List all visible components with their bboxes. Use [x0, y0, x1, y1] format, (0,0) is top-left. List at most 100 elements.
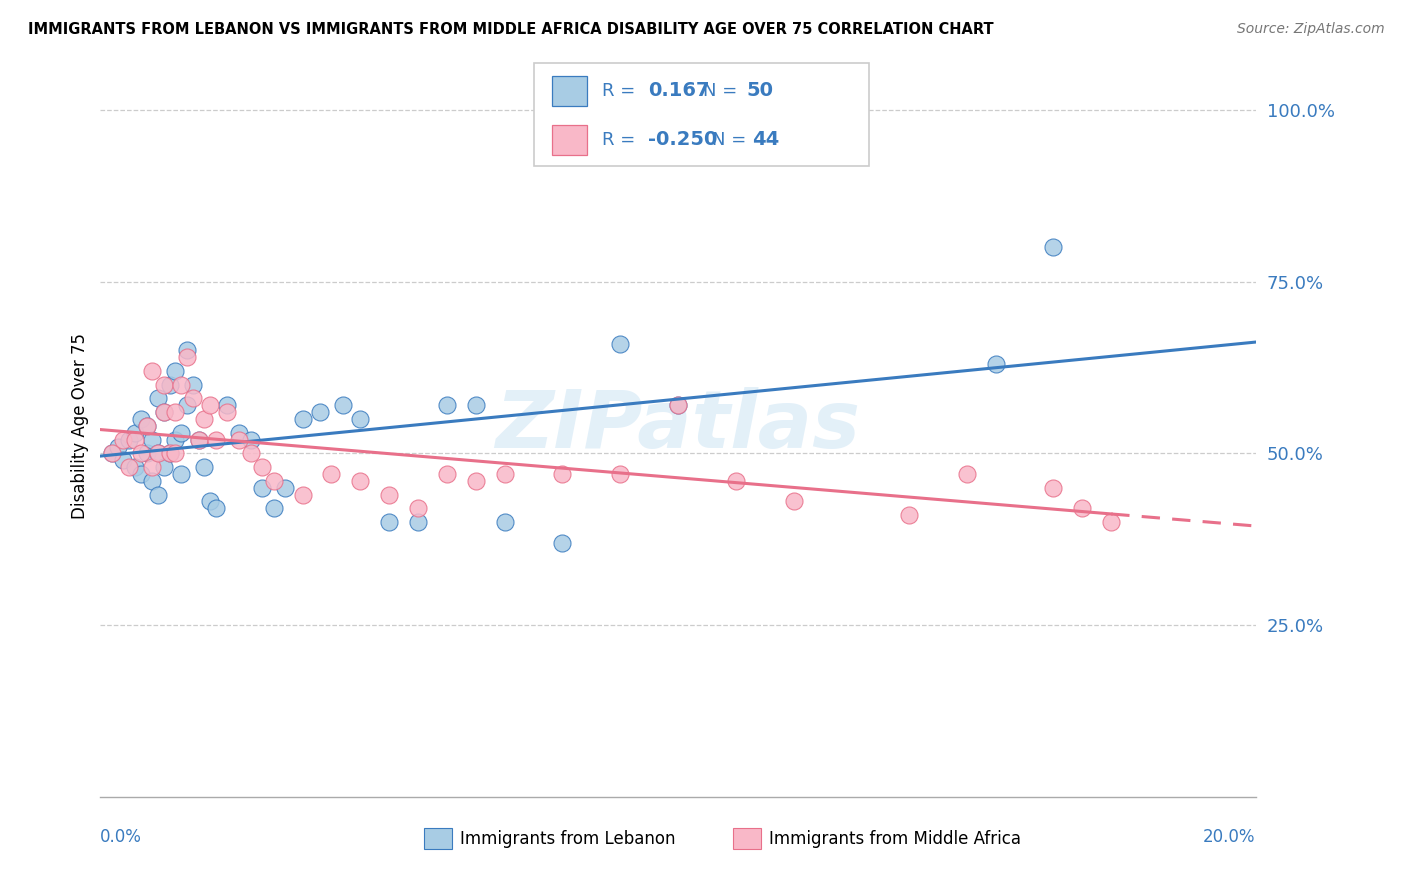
Point	[198, 398, 221, 412]
Point	[176, 351, 198, 365]
Point	[406, 515, 429, 529]
Point	[165, 446, 187, 460]
Point	[205, 501, 228, 516]
Point	[250, 481, 273, 495]
Text: Immigrants from Middle Africa: Immigrants from Middle Africa	[769, 830, 1021, 847]
Point	[666, 398, 689, 412]
Point	[332, 398, 354, 412]
Text: N =: N =	[703, 82, 738, 100]
Text: IMMIGRANTS FROM LEBANON VS IMMIGRANTS FROM MIDDLE AFRICA DISABILITY AGE OVER 75 : IMMIGRANTS FROM LEBANON VS IMMIGRANTS FR…	[28, 22, 994, 37]
Point	[112, 453, 135, 467]
Point	[464, 398, 486, 412]
Point	[1042, 240, 1064, 254]
Point	[349, 412, 371, 426]
Text: 20.0%: 20.0%	[1204, 828, 1256, 846]
Point	[239, 433, 262, 447]
Point	[129, 446, 152, 460]
Point	[176, 343, 198, 358]
Point	[112, 433, 135, 447]
Point	[141, 364, 163, 378]
Point	[228, 433, 250, 447]
Point	[436, 398, 458, 412]
Point	[181, 392, 204, 406]
Point	[666, 398, 689, 412]
Point	[170, 467, 193, 481]
Point	[898, 508, 921, 523]
Point	[135, 446, 157, 460]
Point	[308, 405, 330, 419]
FancyBboxPatch shape	[534, 62, 869, 167]
Point	[250, 460, 273, 475]
Point	[1071, 501, 1094, 516]
Point	[107, 440, 129, 454]
Text: Source: ZipAtlas.com: Source: ZipAtlas.com	[1237, 22, 1385, 37]
Point	[187, 433, 209, 447]
Text: Immigrants from Lebanon: Immigrants from Lebanon	[460, 830, 675, 847]
Point	[187, 433, 209, 447]
Point	[291, 487, 314, 501]
Point	[494, 467, 516, 481]
Point	[291, 412, 314, 426]
Text: R =: R =	[602, 82, 636, 100]
Point	[146, 392, 169, 406]
Point	[129, 412, 152, 426]
Point	[170, 425, 193, 440]
Text: 0.0%: 0.0%	[100, 828, 142, 846]
Point	[124, 460, 146, 475]
Point	[349, 474, 371, 488]
Point	[165, 405, 187, 419]
Point	[141, 433, 163, 447]
Point	[118, 433, 141, 447]
Point	[274, 481, 297, 495]
Point	[176, 398, 198, 412]
Point	[135, 419, 157, 434]
Point	[551, 467, 574, 481]
Point	[494, 515, 516, 529]
Point	[141, 460, 163, 475]
Point	[609, 467, 631, 481]
Point	[101, 446, 124, 460]
Point	[217, 405, 239, 419]
Point	[101, 446, 124, 460]
Point	[141, 474, 163, 488]
Point	[153, 460, 176, 475]
Point	[228, 425, 250, 440]
Point	[165, 364, 187, 378]
Point	[170, 377, 193, 392]
Point	[263, 501, 285, 516]
Y-axis label: Disability Age Over 75: Disability Age Over 75	[72, 333, 89, 519]
Point	[146, 487, 169, 501]
Point	[406, 501, 429, 516]
Point	[609, 336, 631, 351]
Point	[193, 412, 215, 426]
Text: N =: N =	[711, 131, 745, 149]
FancyBboxPatch shape	[553, 76, 586, 105]
Point	[153, 405, 176, 419]
Point	[378, 515, 401, 529]
Point	[165, 433, 187, 447]
Point	[159, 377, 181, 392]
Text: -0.250: -0.250	[648, 130, 717, 149]
Text: 0.167: 0.167	[648, 81, 710, 100]
Point	[378, 487, 401, 501]
Text: R =: R =	[602, 131, 636, 149]
Point	[1099, 515, 1122, 529]
Point	[239, 446, 262, 460]
Point	[135, 419, 157, 434]
Point	[193, 460, 215, 475]
Point	[205, 433, 228, 447]
Point	[321, 467, 343, 481]
Point	[146, 446, 169, 460]
Point	[159, 446, 181, 460]
Point	[551, 535, 574, 549]
Point	[263, 474, 285, 488]
Point	[956, 467, 979, 481]
Text: ZIPatlas: ZIPatlas	[495, 387, 860, 465]
Text: 50: 50	[747, 81, 773, 100]
Point	[782, 494, 804, 508]
Point	[146, 446, 169, 460]
Point	[153, 377, 176, 392]
Point	[124, 433, 146, 447]
Text: 44: 44	[752, 130, 779, 149]
Point	[724, 474, 747, 488]
